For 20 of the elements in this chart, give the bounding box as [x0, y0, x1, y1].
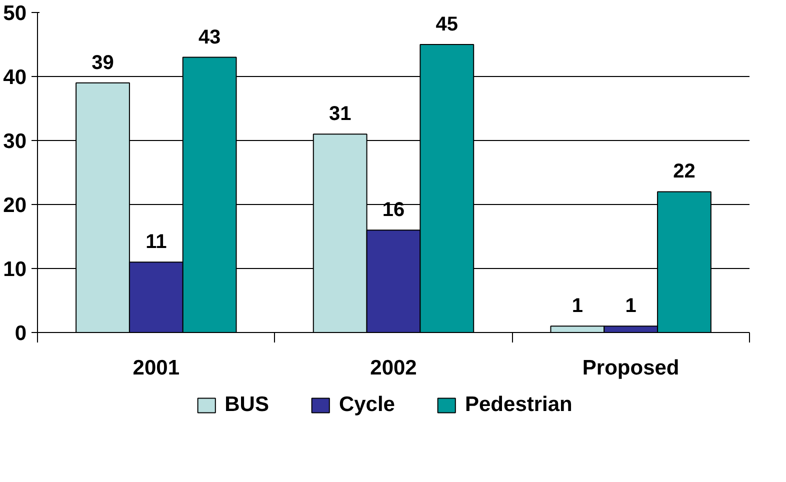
y-tick-label: 10	[3, 258, 26, 281]
x-tick-label: Proposed	[582, 356, 680, 380]
data-label: 11	[146, 231, 167, 254]
y-tick-label: 40	[3, 66, 26, 89]
y-tick-label: 30	[3, 130, 26, 153]
data-label: 22	[673, 160, 696, 183]
legend-label: Cycle	[338, 393, 395, 417]
x-tick-label: 2001	[132, 356, 180, 380]
legend-label: Pedestrian	[465, 393, 572, 417]
y-tick-label: 50	[3, 2, 26, 25]
data-label: 1	[625, 295, 636, 318]
data-label: 45	[436, 14, 458, 36]
legend-label: BUS	[224, 393, 269, 417]
data-label: 39	[92, 52, 114, 74]
data-label: 1	[572, 295, 583, 318]
data-label: 43	[198, 26, 221, 48]
data-label: 31	[328, 103, 352, 126]
x-tick-label: 2002	[370, 356, 417, 380]
y-tick-label: 0	[14, 322, 27, 345]
y-tick-label: 20	[3, 194, 26, 217]
